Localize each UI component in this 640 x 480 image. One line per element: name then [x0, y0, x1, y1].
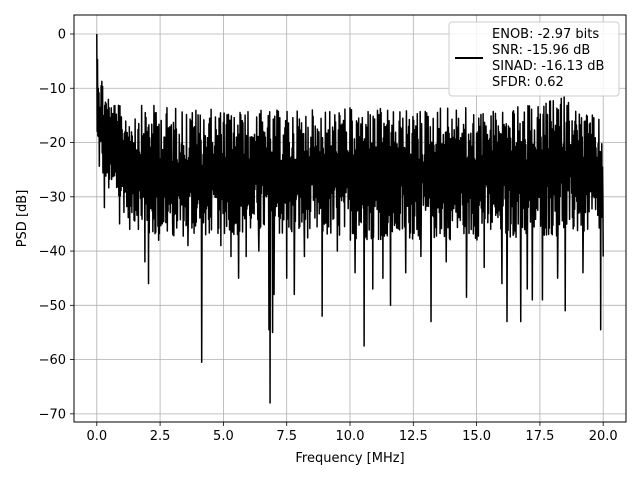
legend-box	[448, 21, 620, 97]
y-tick-label: −50	[39, 299, 66, 314]
y-tick-label: −40	[39, 245, 66, 260]
y-tick-label: −20	[39, 136, 66, 151]
x-tick-label: 20.0	[589, 429, 618, 444]
y-tick-label: −70	[39, 407, 66, 422]
y-tick-label: 0	[58, 27, 66, 42]
y-tick-label: −60	[39, 353, 66, 368]
y-tick-label: −10	[39, 82, 66, 97]
x-tick-label: 15.0	[462, 429, 491, 444]
x-tick-label: 17.5	[525, 429, 554, 444]
x-tick-label: 10.0	[336, 429, 365, 444]
x-tick-label: 0.0	[86, 429, 107, 444]
x-tick-label: 2.5	[150, 429, 171, 444]
psd-series-line	[96, 33, 604, 404]
legend-entry-snr: SNR: -15.96 dB	[492, 43, 590, 58]
legend: ENOB: -2.97 bits SNR: -15.96 dB SINAD: -…	[448, 21, 620, 97]
x-tick-label: 7.5	[276, 429, 297, 444]
plot-area	[96, 33, 604, 404]
x-axis-label: Frequency [MHz]	[295, 451, 404, 466]
legend-entry-sfdr: SFDR: 0.62	[492, 75, 564, 90]
legend-entry-enob: ENOB: -2.97 bits	[492, 27, 599, 42]
y-tick-label: −30	[39, 190, 66, 205]
legend-entry-sinad: SINAD: -16.13 dB	[492, 59, 604, 74]
x-axis-ticks: 0.0 2.5 5.0 7.5 10.0 12.5 15.0 17.5 20.0	[86, 422, 618, 444]
x-tick-label: 5.0	[213, 429, 234, 444]
y-axis-ticks: 0 −10 −20 −30 −40 −50 −60 −70	[39, 27, 74, 422]
y-axis-label: PSD [dB]	[15, 190, 30, 248]
x-tick-label: 12.5	[399, 429, 428, 444]
